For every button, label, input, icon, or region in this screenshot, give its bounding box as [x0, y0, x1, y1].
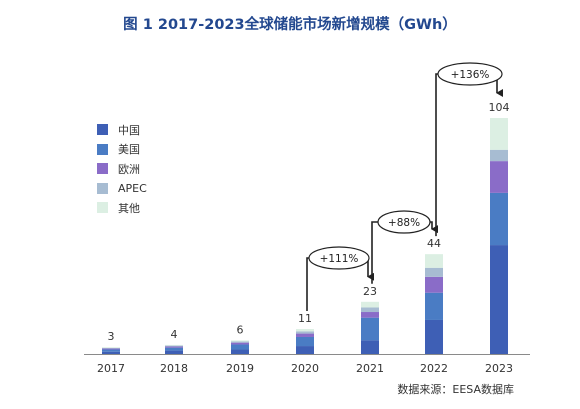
bar-segment-2021-3 [361, 307, 379, 313]
legend-item-4: 其他 [97, 198, 147, 218]
bar-segment-2020-0 [296, 346, 314, 354]
bar-segment-2021-4 [361, 301, 379, 308]
bar-segment-2017-3 [102, 347, 120, 349]
legend-swatch [97, 182, 108, 194]
bar-segment-2022-4 [425, 254, 443, 268]
growth-label-2020-2021: +111% [320, 253, 359, 265]
bar-segment-2022-0 [425, 319, 443, 354]
bar-segment-2022-1 [425, 292, 443, 320]
bar-segment-2018-2 [165, 346, 183, 348]
bar-segment-2023-2 [490, 161, 508, 193]
bar-segment-2020-3 [296, 331, 314, 334]
bar-segment-2022-3 [425, 267, 443, 277]
growth-arrow-2022-2023 [435, 73, 503, 237]
bar-segment-2020-2 [296, 333, 314, 337]
bar-segment-2023-4 [490, 118, 508, 150]
bar-segment-2023-0 [490, 245, 508, 354]
bar-segment-2023-1 [490, 192, 508, 246]
bar-segment-2017-1 [102, 349, 120, 352]
bar-segment-2018-3 [165, 345, 183, 347]
growth-bubble-2021-2022 [377, 210, 431, 234]
growth-label-2021-2022: +88% [388, 217, 420, 229]
total-label-2023: 104 [489, 101, 510, 114]
legend-label: 中国 [118, 123, 140, 137]
bar-segment-2019-3 [231, 341, 249, 343]
legend-label: APEC [118, 181, 147, 195]
bar-segment-2018-1 [165, 347, 183, 351]
total-label-2019: 6 [237, 323, 244, 336]
bar-segment-2021-0 [361, 340, 379, 354]
bar-segment-2017-4 [102, 347, 120, 348]
bar-segment-2019-4 [231, 340, 249, 342]
legend-swatch [97, 202, 108, 214]
bar-segment-2018-4 [165, 344, 183, 346]
total-label-2020: 11 [298, 312, 312, 325]
data-source-note: 数据来源：EESA数据库 [397, 383, 514, 396]
legend-swatch [97, 163, 108, 175]
bar-segment-2019-0 [231, 349, 249, 354]
total-label-2017: 3 [108, 330, 115, 343]
bar-segment-2020-1 [296, 336, 314, 347]
bar-segment-2019-1 [231, 344, 249, 350]
bar-segment-2017-2 [102, 348, 120, 350]
x-tick-label-2019: 2019 [226, 362, 254, 375]
total-label-2018: 4 [171, 328, 178, 341]
x-tick-label-2022: 2022 [420, 362, 448, 375]
bar-segment-2017-0 [102, 351, 120, 354]
x-tick-label-2021: 2021 [356, 362, 384, 375]
legend-label: 欧洲 [118, 162, 140, 176]
legend-swatch [97, 124, 108, 136]
chart-legend: 中国美国欧洲 APEC 其他 [97, 120, 147, 218]
bar-segment-2019-2 [231, 342, 249, 345]
growth-label-2022-2023: +136% [451, 69, 490, 81]
x-tick-label-2023: 2023 [485, 362, 513, 375]
bar-segment-2020-4 [296, 329, 314, 332]
legend-label: 其他 [118, 201, 140, 215]
bar-segment-2022-2 [425, 276, 443, 293]
bar-segment-2018-0 [165, 350, 183, 354]
legend-label: 美国 [118, 143, 140, 157]
total-label-2022: 44 [427, 237, 441, 250]
legend-item-0: 中国 [97, 120, 147, 140]
total-label-2021: 23 [363, 285, 377, 298]
x-tick-label-2020: 2020 [291, 362, 319, 375]
legend-item-1: 美国 [97, 140, 147, 160]
growth-bubble-2022-2023 [437, 62, 503, 86]
x-tick-label-2018: 2018 [160, 362, 188, 375]
chart-title: 图 1 2017-2023全球储能市场新增规模（GWh） [123, 17, 457, 33]
x-tick-label-2017: 2017 [97, 362, 125, 375]
growth-bubble-2020-2021 [308, 246, 370, 270]
legend-item-2: 欧洲 [97, 159, 147, 179]
bar-segment-2023-3 [490, 149, 508, 162]
legend-swatch [97, 143, 108, 155]
legend-item-3: APEC [97, 179, 147, 199]
bar-segment-2021-2 [361, 312, 379, 318]
bar-segment-2021-1 [361, 317, 379, 341]
